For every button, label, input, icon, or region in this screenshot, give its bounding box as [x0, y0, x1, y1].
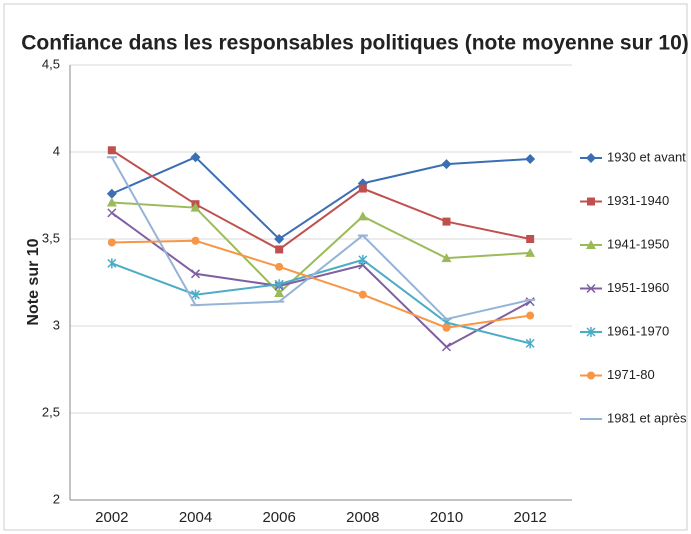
marker	[358, 290, 367, 299]
x-tick-label: 2006	[262, 509, 295, 526]
legend-label: 1971-80	[607, 367, 655, 382]
marker	[525, 338, 535, 349]
legend-label: 1931-1940	[607, 193, 669, 208]
marker	[525, 247, 536, 257]
marker	[441, 159, 452, 170]
series-line	[111, 212, 531, 349]
marker	[191, 236, 200, 245]
marker	[107, 208, 117, 218]
marker	[190, 202, 201, 212]
series-line	[111, 239, 531, 329]
x-tick-label: 2012	[513, 509, 546, 526]
marker	[441, 342, 452, 352]
marker	[358, 184, 367, 193]
marker	[190, 152, 201, 163]
legend-label: 1951-1960	[607, 280, 669, 295]
marker	[357, 211, 368, 221]
marker	[586, 153, 596, 163]
marker	[274, 234, 285, 244]
marker	[442, 323, 451, 332]
marker	[358, 254, 368, 265]
marker	[106, 197, 117, 207]
x-tick-label: 2008	[346, 509, 379, 526]
marker	[526, 235, 535, 243]
chart-title: Confiance dans les responsables politiqu…	[21, 32, 689, 55]
marker	[275, 245, 284, 254]
marker	[190, 289, 201, 300]
series-line	[111, 149, 531, 251]
marker	[107, 238, 116, 247]
marker	[274, 287, 285, 297]
legend-label: 1961-1970	[607, 323, 669, 338]
marker	[441, 253, 452, 263]
y-axis-label: Note sur 10	[25, 238, 42, 325]
y-tick-label: 3	[53, 317, 60, 332]
legend-label: 1941-1950	[607, 236, 669, 251]
y-tick-label: 2	[53, 491, 60, 506]
y-tick-label: 4,5	[42, 56, 60, 71]
marker	[107, 258, 117, 269]
marker	[107, 146, 116, 155]
x-tick-label: 2004	[179, 509, 212, 526]
marker	[587, 197, 595, 206]
series-line	[110, 156, 531, 321]
series-line	[111, 201, 531, 295]
marker	[526, 311, 535, 320]
y-tick-label: 3,5	[42, 230, 60, 245]
series-line	[111, 156, 531, 241]
chart-frame	[3, 3, 688, 531]
marker	[275, 262, 284, 271]
x-tick-label: 2010	[430, 509, 463, 526]
marker	[586, 283, 596, 294]
marker	[106, 188, 117, 199]
legend-label: 1930 et avant	[607, 149, 686, 164]
legend-label: 1981 et après	[607, 410, 687, 425]
marker	[274, 279, 284, 290]
marker	[586, 240, 596, 249]
marker	[190, 269, 201, 279]
x-tick-label: 2002	[95, 509, 128, 526]
marker	[525, 153, 536, 164]
marker	[586, 327, 596, 337]
marker	[587, 371, 595, 380]
y-tick-label: 2,5	[42, 404, 60, 419]
y-tick-label: 4	[53, 143, 60, 158]
marker	[442, 217, 451, 226]
